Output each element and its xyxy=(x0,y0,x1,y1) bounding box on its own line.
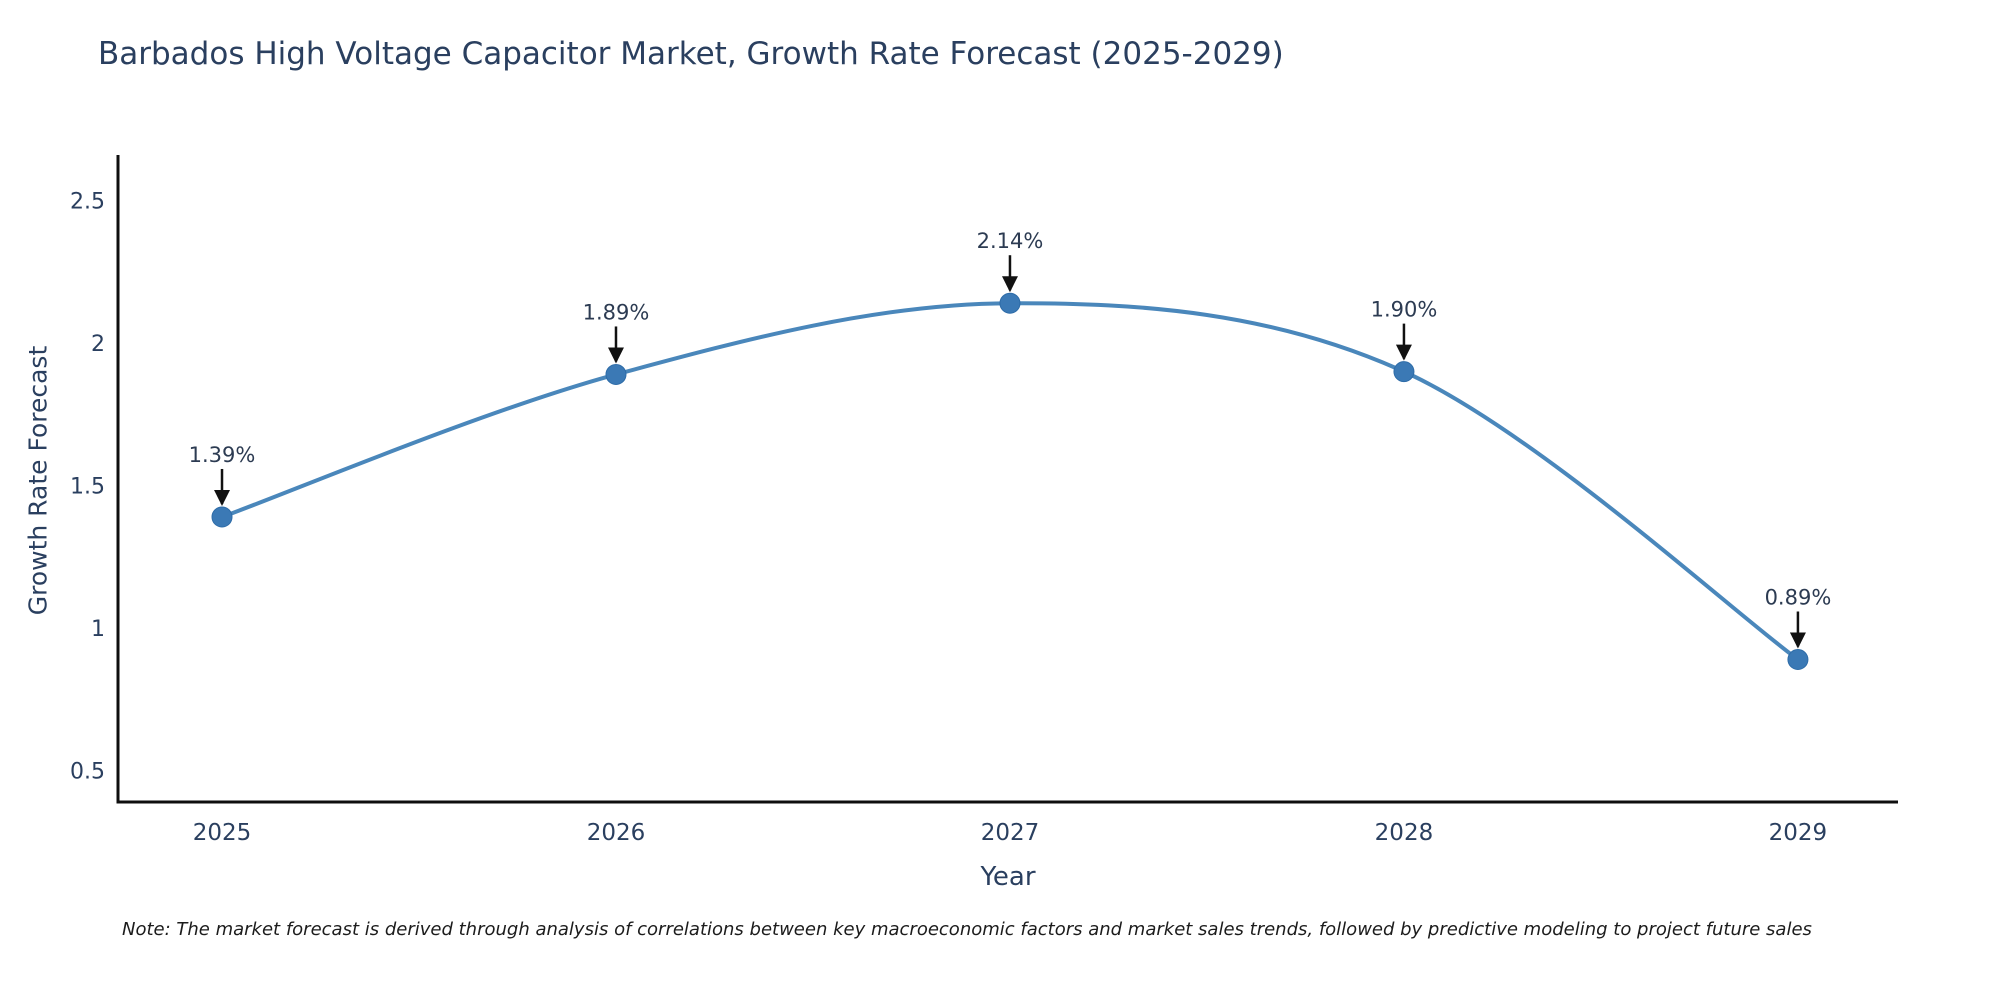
data-point-2025[interactable] xyxy=(211,506,233,528)
y-tick-label: 2 xyxy=(91,332,105,357)
x-tick-label: 2025 xyxy=(193,820,252,846)
y-tick-label: 1 xyxy=(91,617,105,642)
trend-line xyxy=(221,301,1800,662)
data-point-2028[interactable] xyxy=(1393,361,1415,383)
x-tick-label: 2029 xyxy=(1769,820,1828,846)
chart-title: Barbados High Voltage Capacitor Market, … xyxy=(98,36,1284,72)
y-tick-label: 1.5 xyxy=(70,475,105,500)
y-tick-label: 0.5 xyxy=(70,760,105,785)
footnote: Note: The market forecast is derived thr… xyxy=(122,919,1812,940)
x-tick-label: 2026 xyxy=(587,820,646,846)
y-axis-title: Growth Rate Forecast xyxy=(23,345,53,616)
x-axis-title: Year xyxy=(980,862,1036,892)
annotation-label: 1.90% xyxy=(1371,298,1438,322)
data-point-2029[interactable] xyxy=(1787,648,1809,670)
annotation-label: 1.89% xyxy=(583,300,650,324)
annotation-label: 0.89% xyxy=(1765,585,1832,609)
data-point-2027[interactable] xyxy=(999,292,1021,314)
y-tick-label: 2.5 xyxy=(70,190,105,215)
annotation-label: 2.14% xyxy=(977,229,1044,253)
data-point-2026[interactable] xyxy=(605,363,627,385)
x-tick-label: 2028 xyxy=(1375,820,1434,846)
annotation-label: 1.39% xyxy=(189,443,256,467)
x-tick-label: 2027 xyxy=(981,820,1040,846)
